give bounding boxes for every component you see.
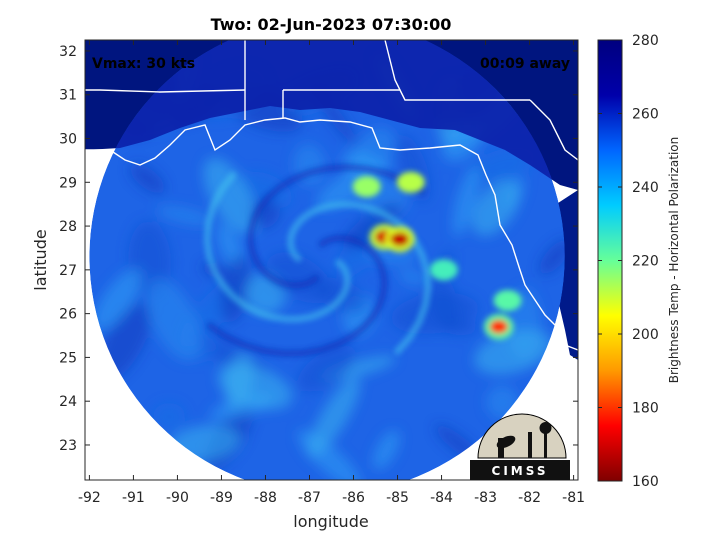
y-tick-label: 27 [59,263,77,279]
x-tick-label: -82 [518,490,541,506]
y-tick-label: 32 [59,44,77,60]
x-tick-label: -89 [210,490,233,506]
state-border-3 [283,89,530,101]
convective-cell [489,320,508,334]
colorbar-ticks: 160 180 200 220 240 260 280 [598,33,659,490]
state-border-6 [529,99,578,161]
texture-blob [307,377,361,457]
x-tick-label: -85 [386,490,409,506]
y-axis-label: latitude [31,229,50,290]
vmax-annotation: Vmax: 30 kts [92,56,195,72]
coastline-gulf [85,117,578,351]
rain-band [287,201,432,356]
convective-cell [493,289,522,311]
rain-band [247,164,426,289]
logo-icon [496,422,552,458]
swath-bands [203,164,432,357]
y-tick-label: 23 [59,438,77,454]
convective-cell [429,259,458,281]
x-tick-label: -92 [78,490,101,506]
texture-blob [297,346,356,392]
colorbar-tick-label: 280 [632,33,659,49]
texture-blob [539,239,565,275]
coastlines [85,40,578,351]
colorbar-tick-label: 260 [632,107,659,123]
colorbar-tick-label: 240 [632,180,659,196]
logo-text: CIMSS [492,464,549,478]
convective-features [352,171,522,340]
colorbar-tick-label: 160 [632,474,659,490]
logo-banner [470,460,570,480]
y-tick-label: 30 [59,132,77,148]
colorbar-label: Brightness Temp - Horizontal Polarizatio… [667,137,681,384]
texture-blob [240,171,293,209]
rain-band [206,235,388,357]
convective-cell [396,171,425,193]
y-tick-label: 31 [59,88,77,104]
plot-area [85,40,578,480]
swath-coast-land [89,40,565,190]
texture-blob [398,268,427,286]
texture-blob [471,179,521,236]
texture-blob [156,205,214,226]
x-axis-label: longitude [293,512,368,531]
x-tick-label: -90 [166,490,189,506]
texture-blob [203,157,257,235]
texture-blob [452,166,480,237]
texture-blob [474,329,552,375]
texture-blob [153,402,186,431]
colorbar-tick-label: 220 [632,254,659,270]
texture-blob [372,430,400,470]
time-offset-annotation: 00:09 away [480,56,570,72]
x-tick-label: -86 [342,490,365,506]
texture-blob [146,278,202,361]
cimss-logo: CIMSS [470,413,570,480]
texture-blob [224,352,255,409]
texture-blob [93,268,143,331]
colorbar-tick-label: 200 [632,327,659,343]
x-tick-label: -91 [122,490,145,506]
state-border-5 [384,40,401,91]
x-tick-label: -88 [254,490,277,506]
x-tick-label: -83 [474,490,497,506]
y-tick-label: 26 [59,307,77,323]
y-tick-label: 24 [59,394,77,410]
state-border-4 [85,89,246,93]
plot-frame [84,39,579,481]
y-tick-label: 29 [59,175,77,191]
y-tick-label: 25 [59,350,77,366]
x-tick-label: -87 [298,490,321,506]
x-tick-label: -81 [562,490,585,506]
convective-cell [390,232,409,246]
texture-blob [129,163,166,194]
convective-cell [352,176,381,198]
rain-band [203,171,351,323]
y-tick-label: 28 [59,219,77,235]
texture-blob [391,292,479,334]
x-tick-label: -84 [430,490,453,506]
y-axis: 23 24 25 26 27 28 29 30 31 32 [59,44,578,454]
chart-title: Two: 02-Jun-2023 07:30:00 [211,15,452,34]
colorbar: 160 180 200 220 240 260 280 Brightness Temp - … [597,33,681,490]
colorbar-tick-label: 180 [632,401,659,417]
x-axis: -92 -91 -90 -89 -88 -87 -86 -85 -84 -83 -82 -81 [78,40,585,506]
